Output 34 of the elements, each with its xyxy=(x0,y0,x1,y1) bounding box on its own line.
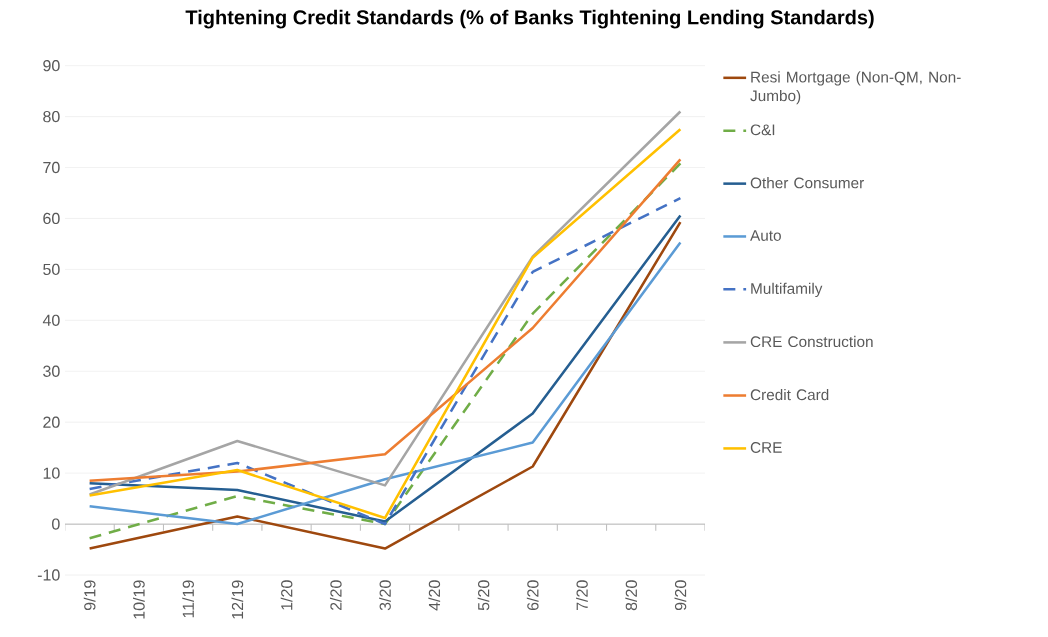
legend-label: CRE xyxy=(750,442,782,453)
y-tick-label: 40 xyxy=(42,314,60,326)
legend-label: Auto xyxy=(750,230,781,241)
x-tick-label: 12/19 xyxy=(231,580,244,619)
x-tick-label: 5/20 xyxy=(477,580,490,611)
legend-label: CRE Construction xyxy=(750,335,873,348)
x-tick-label: 1/20 xyxy=(280,580,293,610)
y-tick-label: 0 xyxy=(52,518,60,530)
x-tick-label: 11/19 xyxy=(182,580,194,618)
y-tick-label: 60 xyxy=(43,212,60,225)
x-tick-label: 6/20 xyxy=(526,580,539,611)
x-tick-label: 9/19 xyxy=(83,580,96,611)
y-tick-label: 70 xyxy=(43,161,60,174)
y-tick-label: 50 xyxy=(43,263,60,276)
y-tick-label: 20 xyxy=(43,416,60,428)
x-tick-label: 4/20 xyxy=(428,580,441,611)
legend-label: Credit Card xyxy=(750,388,829,401)
line-series xyxy=(88,158,682,483)
x-tick-label: 7/20 xyxy=(576,580,588,611)
legend-label: C&I xyxy=(750,124,775,136)
legend-label: Multifamily xyxy=(751,282,823,298)
x-tick-label: 10/19 xyxy=(132,580,145,619)
x-tick-label: 8/20 xyxy=(625,580,638,611)
x-tick-label: 2/20 xyxy=(329,580,342,611)
y-tick-label: 30 xyxy=(43,365,60,377)
chart-title: Tightening Credit Standards (% of Banks Tightening Lending Standards) xyxy=(185,9,874,29)
x-tick-label: 9/20 xyxy=(674,580,687,611)
y-tick-label: 90 xyxy=(43,60,60,72)
x-tick-label: 3/20 xyxy=(379,580,391,611)
y-tick-label: 80 xyxy=(43,110,60,123)
legend-label: Resi Mortgage (Non-QM, Non-Jumbo) xyxy=(750,71,961,105)
y-tick-label: -10 xyxy=(37,569,60,581)
y-tick-label: 10 xyxy=(43,467,60,479)
legend-label: Other Consumer xyxy=(750,177,864,189)
